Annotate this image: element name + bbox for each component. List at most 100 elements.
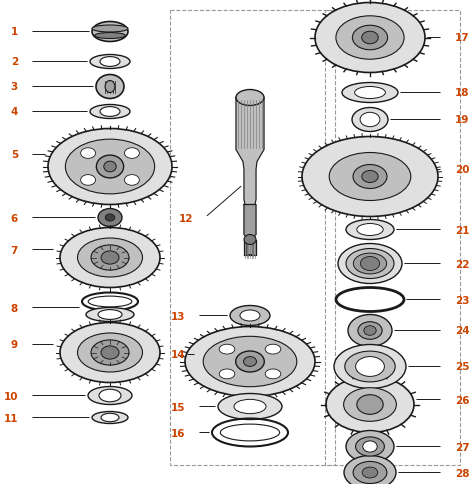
Ellipse shape — [353, 462, 387, 484]
Ellipse shape — [77, 333, 143, 372]
Ellipse shape — [360, 113, 380, 127]
Ellipse shape — [96, 76, 124, 99]
Text: 20: 20 — [455, 165, 469, 175]
Ellipse shape — [342, 83, 398, 103]
Ellipse shape — [91, 340, 129, 365]
Ellipse shape — [344, 388, 396, 422]
Text: 26: 26 — [455, 394, 469, 405]
Ellipse shape — [355, 87, 386, 99]
Ellipse shape — [124, 175, 139, 186]
Ellipse shape — [60, 228, 160, 288]
Ellipse shape — [77, 239, 143, 277]
Ellipse shape — [101, 251, 119, 265]
Text: 21: 21 — [455, 225, 469, 235]
Ellipse shape — [358, 322, 382, 340]
Ellipse shape — [81, 175, 96, 186]
Ellipse shape — [92, 412, 128, 424]
Text: 12: 12 — [179, 213, 193, 223]
Text: 6: 6 — [11, 213, 18, 223]
Text: 28: 28 — [455, 468, 469, 478]
Ellipse shape — [203, 336, 297, 387]
Ellipse shape — [101, 413, 119, 422]
Ellipse shape — [236, 351, 265, 372]
Ellipse shape — [124, 149, 139, 159]
Text: 5: 5 — [11, 150, 18, 160]
Ellipse shape — [353, 165, 387, 189]
Ellipse shape — [352, 26, 387, 51]
Ellipse shape — [96, 156, 124, 179]
Ellipse shape — [219, 369, 235, 379]
Ellipse shape — [185, 327, 315, 397]
Text: 3: 3 — [11, 82, 18, 92]
Text: 22: 22 — [455, 259, 469, 269]
Text: 4: 4 — [11, 107, 18, 117]
Ellipse shape — [88, 387, 132, 405]
Ellipse shape — [364, 326, 376, 335]
Ellipse shape — [236, 91, 264, 106]
Ellipse shape — [346, 431, 394, 463]
Ellipse shape — [98, 310, 122, 320]
Ellipse shape — [302, 137, 438, 217]
Ellipse shape — [336, 17, 404, 60]
Ellipse shape — [357, 395, 383, 414]
Polygon shape — [244, 205, 256, 255]
Ellipse shape — [90, 55, 130, 69]
Ellipse shape — [100, 107, 120, 117]
Ellipse shape — [363, 441, 377, 452]
Ellipse shape — [105, 81, 115, 93]
Text: 11: 11 — [3, 413, 18, 423]
Ellipse shape — [265, 369, 281, 379]
Text: 27: 27 — [455, 441, 469, 452]
Ellipse shape — [98, 209, 122, 227]
Ellipse shape — [90, 106, 130, 119]
Ellipse shape — [240, 310, 260, 321]
Ellipse shape — [265, 345, 281, 354]
Ellipse shape — [81, 149, 96, 159]
Ellipse shape — [346, 220, 394, 240]
Ellipse shape — [219, 345, 235, 354]
Ellipse shape — [230, 306, 270, 326]
Ellipse shape — [91, 245, 129, 271]
Text: 1: 1 — [11, 28, 18, 37]
Ellipse shape — [357, 224, 383, 236]
Ellipse shape — [100, 58, 120, 67]
Text: 18: 18 — [455, 88, 469, 98]
Ellipse shape — [360, 257, 379, 271]
Ellipse shape — [234, 399, 266, 414]
Ellipse shape — [48, 129, 172, 205]
Ellipse shape — [329, 153, 411, 201]
Ellipse shape — [105, 214, 115, 222]
Text: 16: 16 — [171, 428, 185, 438]
Ellipse shape — [95, 33, 125, 39]
Ellipse shape — [60, 323, 160, 383]
Text: 7: 7 — [11, 245, 18, 255]
Ellipse shape — [315, 3, 425, 74]
Ellipse shape — [356, 437, 385, 456]
Polygon shape — [244, 240, 256, 255]
Text: 15: 15 — [171, 402, 185, 412]
Ellipse shape — [99, 390, 121, 402]
Ellipse shape — [104, 162, 116, 172]
Text: 19: 19 — [455, 115, 469, 125]
Ellipse shape — [218, 393, 282, 420]
Ellipse shape — [326, 377, 414, 433]
Text: 23: 23 — [455, 295, 469, 305]
Ellipse shape — [362, 171, 378, 183]
Ellipse shape — [346, 249, 394, 279]
Text: 9: 9 — [11, 340, 18, 350]
Ellipse shape — [86, 308, 134, 322]
Ellipse shape — [338, 244, 402, 284]
Ellipse shape — [244, 235, 256, 245]
Ellipse shape — [348, 315, 392, 347]
Ellipse shape — [92, 22, 128, 43]
Ellipse shape — [345, 351, 395, 382]
Ellipse shape — [92, 26, 128, 33]
Text: 2: 2 — [11, 58, 18, 67]
Ellipse shape — [353, 254, 386, 274]
Ellipse shape — [356, 357, 385, 377]
Text: 25: 25 — [455, 362, 469, 372]
Ellipse shape — [362, 32, 378, 45]
Ellipse shape — [334, 345, 406, 389]
Text: 14: 14 — [170, 350, 185, 360]
Text: 17: 17 — [455, 33, 469, 44]
